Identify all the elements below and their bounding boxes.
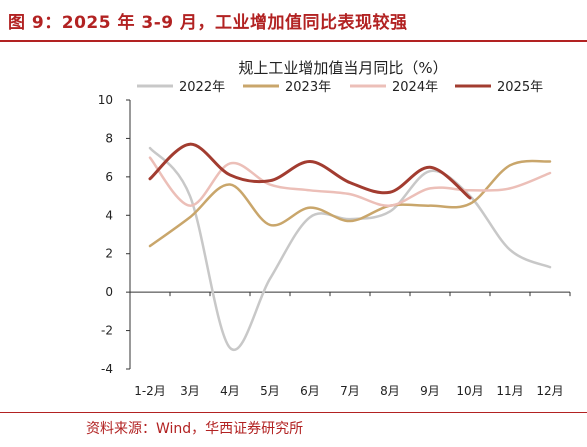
x-tick-label: 12月 — [536, 384, 563, 398]
x-tick-label: 6月 — [300, 384, 320, 398]
y-tick-label: 10 — [98, 93, 113, 107]
series-line-2022年 — [148, 146, 552, 352]
source-rule — [0, 412, 587, 413]
series-line-2024年 — [148, 156, 552, 207]
series-line-2023年 — [148, 159, 552, 248]
series-lines — [148, 142, 552, 352]
y-tick-label: -4 — [101, 362, 113, 376]
axes: -4 -2 0 2 4 6 8 10 1-2月 3月 4月 5月 6月 7月 8月 9月 10月 11月 12月 — [98, 93, 571, 398]
x-tick-label: 8月 — [380, 384, 400, 398]
y-tick-label: -2 — [101, 324, 113, 338]
y-tick-label: 2 — [105, 247, 113, 261]
x-tick-label: 4月 — [220, 384, 240, 398]
title-rule — [0, 40, 587, 42]
legend: 2022年 2023年 2024年 2025年 — [137, 80, 543, 95]
x-tick-label: 11月 — [496, 384, 523, 398]
y-tick-label: 4 — [105, 208, 113, 222]
chart-title: 规上工业增加值当月同比（%） — [238, 59, 447, 77]
y-tick-label: 0 — [105, 285, 113, 299]
x-tick-label: 3月 — [180, 384, 200, 398]
y-tick-label: 8 — [105, 131, 113, 145]
legend-label: 2024年 — [392, 80, 438, 95]
x-tick-label: 1-2月 — [134, 384, 166, 398]
series-line-2025年 — [148, 142, 472, 200]
legend-label: 2022年 — [179, 80, 225, 95]
x-tick-label: 10月 — [456, 384, 483, 398]
x-tick-label: 9月 — [420, 384, 440, 398]
legend-label: 2025年 — [497, 80, 543, 95]
y-tick-label: 6 — [105, 170, 113, 184]
figure-title: 图 9：2025 年 3-9 月，工业增加值同比表现较强 — [8, 13, 408, 33]
x-tick-label: 7月 — [340, 384, 360, 398]
x-tick-label: 5月 — [260, 384, 280, 398]
legend-label: 2023年 — [285, 80, 331, 95]
source-note: 资料来源：Wind，华西证券研究所 — [86, 421, 304, 437]
